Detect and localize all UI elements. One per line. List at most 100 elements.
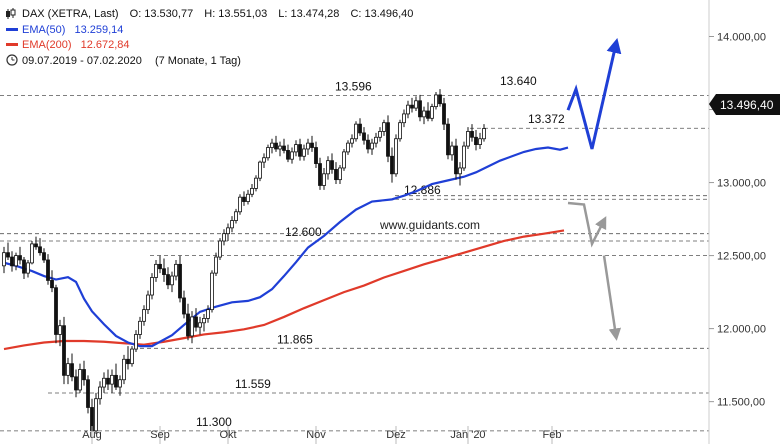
level-label: 13.596 [335, 80, 372, 94]
candle-body-up [94, 398, 98, 432]
x-tick-label: Sep [150, 429, 170, 441]
candle-body-up [270, 142, 274, 148]
candle-body-up [374, 136, 378, 144]
candle-body-up [402, 113, 406, 124]
candle-body-down [54, 287, 58, 335]
candle-body-up [142, 309, 146, 322]
candle-body-up [306, 142, 310, 150]
candle-body-up [226, 227, 230, 235]
candle-body-up [98, 386, 102, 400]
candle-body-down [286, 150, 290, 160]
instrument-name: DAX (XETRA, Last) [22, 8, 119, 20]
candle-body-down [6, 252, 10, 258]
candle-body-up [450, 145, 454, 156]
candle-body-down [10, 256, 14, 267]
candle-body-up [230, 220, 234, 229]
candle-body-down [46, 259, 50, 281]
svg-text:EMA(50) 13.259,14: EMA(50) 13.259,14 [22, 24, 123, 36]
candle-body-down [274, 142, 278, 150]
candle-body-down [178, 263, 182, 299]
last-price-label: 13.496,40 [720, 98, 774, 112]
candle-body-down [126, 358, 130, 365]
x-axis: Aug Sep Okt Nov Dez Jan '20 Feb [82, 426, 561, 444]
candle-body-up [430, 106, 434, 119]
projection-arrows [566, 37, 622, 341]
candle-body-up [206, 309, 210, 319]
x-tick-label: Dez [386, 429, 406, 441]
candle-body-down [34, 243, 38, 248]
candle-body-down [410, 104, 414, 109]
candle-body-up [66, 363, 70, 376]
candle-body-down [390, 155, 394, 175]
period-range: 09.07.2019 - 07.02.2020 [22, 55, 142, 67]
candle-body-down [358, 123, 362, 134]
candle-body-down [22, 259, 26, 274]
candle-body-up [78, 369, 82, 391]
candle-body-up [466, 131, 470, 147]
level-label: 11.300 [196, 415, 232, 429]
watermark: www.guidants.com [379, 218, 480, 232]
projection-bearish [567, 201, 607, 248]
candle-body-down [166, 274, 170, 286]
candle-body-down [310, 142, 314, 148]
candle-body-up [110, 374, 114, 385]
candle-body-down [282, 145, 286, 151]
candle-body-up [2, 252, 6, 267]
candle-body-down [330, 160, 334, 170]
candle-body-down [474, 136, 478, 145]
level-label: 12.886 [404, 183, 441, 197]
candle-body-down [158, 263, 162, 270]
candle-body-up [462, 145, 466, 169]
candle-body-down [182, 297, 186, 315]
candle-body-up [202, 317, 206, 324]
ohlc-low: 13.474,28 [290, 8, 339, 20]
candle-body-down [114, 374, 118, 388]
ema200-legend-swatch [6, 43, 18, 46]
candle-body-up [422, 110, 426, 118]
candle-body-up [294, 144, 298, 153]
candle-body-up [154, 263, 158, 278]
ema50-legend-name: EMA(50) [22, 24, 65, 36]
y-tick-label: 13.000,00 [717, 178, 766, 190]
candle-body-up [266, 147, 270, 159]
candles [2, 89, 486, 437]
candle-body-up [342, 151, 346, 169]
x-tick-label: Nov [306, 429, 326, 441]
x-tick-label: Feb [543, 429, 562, 441]
candle-body-down [86, 379, 90, 408]
candle-body-up [122, 358, 126, 381]
candle-body-up [190, 316, 194, 337]
candle-body-up [150, 277, 154, 296]
candle-body-up [130, 348, 134, 365]
candle-body-down [386, 122, 390, 157]
candle-body-down [62, 325, 66, 376]
ohlc-high: 13.551,03 [218, 8, 267, 20]
level-label: 11.865 [277, 332, 313, 346]
candle-body-up [394, 138, 398, 175]
candle-body-up [346, 142, 350, 153]
y-tick-label: 11.500,00 [717, 397, 765, 409]
candle-body-down [470, 131, 474, 138]
ema50-path [3, 146, 569, 348]
y-tick-label: 12.500,00 [717, 251, 766, 263]
candle-body-up [290, 151, 294, 160]
candle-body-down [438, 94, 442, 105]
candle-body-up [26, 262, 30, 274]
ohlc-close: 13.496,40 [364, 8, 413, 20]
ohlc-open: 13.530,77 [144, 8, 193, 20]
candle-body-up [198, 322, 202, 328]
candle-body-up [350, 138, 354, 144]
candle-body-down [106, 377, 110, 385]
candle-body-up [458, 167, 462, 175]
candle-body-down [298, 144, 302, 157]
y-tick-label: 14.000,00 [717, 32, 766, 44]
candle-body-up [414, 100, 418, 109]
svg-text:09.07.2019 - 07.02.2020: 09.07.2019 - 07.02.2020 (7 Monate, 1 Tag… [22, 55, 241, 67]
candle-body-down [318, 163, 322, 186]
candle-body-up [482, 128, 486, 140]
ema50-line [3, 146, 569, 348]
candle-body-down [442, 103, 446, 125]
candle-body-up [406, 104, 410, 115]
ema200-line [3, 229, 565, 351]
